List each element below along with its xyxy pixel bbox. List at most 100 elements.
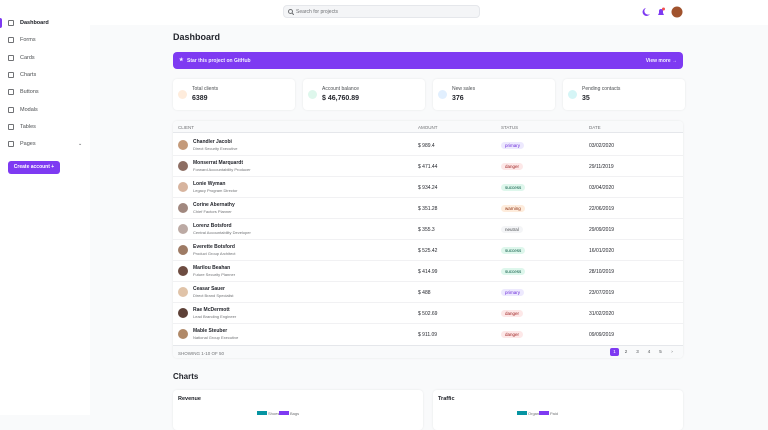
- client-name: Marilou Beahan: [193, 265, 231, 271]
- notifications[interactable]: [658, 9, 664, 15]
- status-badge: success: [501, 184, 526, 191]
- status-badge: success: [501, 247, 526, 254]
- client-avatar: [178, 266, 188, 276]
- stat-icon: [178, 90, 187, 99]
- chevron: ⌄: [78, 141, 83, 148]
- stat-label: Total clients: [192, 86, 219, 92]
- row-divider: [173, 281, 683, 282]
- date: 29/11/2019: [589, 164, 614, 170]
- amount: $ 351.28: [418, 206, 438, 212]
- chart-title: Revenue: [178, 396, 201, 402]
- client-avatar: [178, 161, 188, 171]
- amount: $ 502.69: [418, 311, 438, 317]
- nav-label: Buttons: [20, 89, 39, 96]
- active-indicator: [0, 18, 2, 28]
- row-divider: [173, 302, 683, 303]
- nav-item[interactable]: Buttons: [8, 89, 39, 96]
- sidebar: [0, 0, 90, 415]
- client-avatar: [178, 245, 188, 255]
- search-icon: [288, 9, 294, 15]
- legend-swatch: [279, 411, 289, 415]
- client-role: Direct Brand Specialist: [193, 293, 234, 298]
- stat-label: Pending contacts: [582, 86, 621, 92]
- client-role: Product Group Architect: [193, 251, 236, 256]
- client-name: Rae McDermott: [193, 307, 230, 313]
- stat-card: New sales 376: [433, 79, 555, 110]
- client-role: Future Security Planner: [193, 272, 236, 277]
- amount: $ 525.42: [418, 248, 438, 254]
- nav-icon: [8, 123, 14, 130]
- date: 03/04/2020: [589, 185, 615, 191]
- stat-value: 376: [452, 95, 464, 102]
- page-button[interactable]: 3: [636, 349, 639, 354]
- nav-icon: [8, 54, 14, 61]
- legend-swatch: [517, 411, 527, 415]
- amount: $ 934.24: [418, 185, 438, 191]
- client-role: National Group Executive: [193, 335, 239, 340]
- status-badge: success: [501, 268, 526, 275]
- client-role: Lead Branding Engineer: [193, 314, 237, 319]
- nav-item[interactable]: Cards: [8, 54, 35, 61]
- nav-icon: [8, 141, 14, 148]
- nav-item[interactable]: Tables: [8, 123, 36, 130]
- client-role: Chief Factors Planner: [193, 209, 232, 214]
- column-header: DATE: [589, 125, 601, 130]
- table-footer-text: SHOWING 1-10 OF 50: [178, 350, 225, 356]
- column-header: CLIENT: [178, 125, 195, 130]
- amount: $ 989.4: [418, 143, 435, 149]
- nav-label: Pages: [20, 141, 36, 148]
- status-badge: warning: [501, 205, 525, 212]
- stat-value: $ 46,760.89: [322, 95, 359, 102]
- row-divider: [173, 239, 683, 240]
- date: 29/09/2019: [589, 227, 615, 233]
- client-avatar: [178, 308, 188, 318]
- status-badge: primary: [501, 289, 525, 296]
- page-button[interactable]: 4: [647, 349, 651, 354]
- legend-swatch: [257, 411, 267, 415]
- nav-icon: [8, 89, 14, 96]
- stat-card: Total clients 6389: [173, 79, 295, 110]
- client-name: Lonie Wyman: [193, 181, 226, 187]
- status-badge: primary: [501, 142, 525, 149]
- stat-label: New sales: [452, 86, 476, 92]
- client-name: Corine Abernathy: [193, 202, 235, 208]
- row-divider: [173, 323, 683, 324]
- stat-icon: [438, 90, 447, 99]
- banner-link: View more →: [645, 57, 677, 64]
- legend-label: Organic: [528, 410, 543, 416]
- nav-item[interactable]: Charts: [8, 71, 36, 78]
- amount: $ 911.09: [418, 332, 438, 338]
- date: 16/01/2020: [589, 248, 615, 254]
- nav-icon: [8, 106, 14, 113]
- page-button[interactable]: ›: [671, 349, 673, 354]
- create-account[interactable]: Create account +: [8, 161, 60, 174]
- client-avatar: [178, 224, 188, 234]
- stat-value: 6389: [192, 95, 208, 102]
- nav-item[interactable]: Forms: [8, 37, 36, 44]
- client-avatar: [178, 287, 188, 297]
- search[interactable]: Search for projects: [283, 5, 480, 18]
- nav-item[interactable]: Dashboard: [8, 20, 49, 26]
- page-button[interactable]: 5: [659, 349, 662, 354]
- profile-avatar[interactable]: [671, 6, 683, 18]
- table-foot: [173, 345, 683, 358]
- column-header: AMOUNT: [418, 125, 438, 130]
- stat-icon: [568, 90, 577, 99]
- stat-value: 35: [582, 95, 590, 102]
- client-role: Direct Security Executive: [193, 146, 238, 151]
- banner[interactable]: ★ Star this project on GitHub View more …: [173, 52, 683, 69]
- nav-item[interactable]: Pages ⌄: [8, 141, 82, 148]
- client-avatar: [178, 203, 188, 213]
- row-divider: [173, 197, 683, 198]
- page-title: Dashboard: [173, 32, 221, 42]
- nav-icon: [8, 20, 14, 26]
- client-role: Central Accountability Developer: [193, 230, 251, 235]
- page: Search for projects Dashboard ★ Star thi…: [0, 0, 683, 416]
- client-name: Chandler Jacobi: [193, 139, 232, 145]
- theme-toggle[interactable]: [642, 8, 650, 16]
- nav-item[interactable]: Modals: [8, 106, 38, 113]
- page-button[interactable]: 2: [624, 349, 628, 354]
- page-button[interactable]: 1: [610, 348, 619, 356]
- nav-icon: [8, 37, 14, 44]
- stat-label: Account balance: [322, 86, 359, 92]
